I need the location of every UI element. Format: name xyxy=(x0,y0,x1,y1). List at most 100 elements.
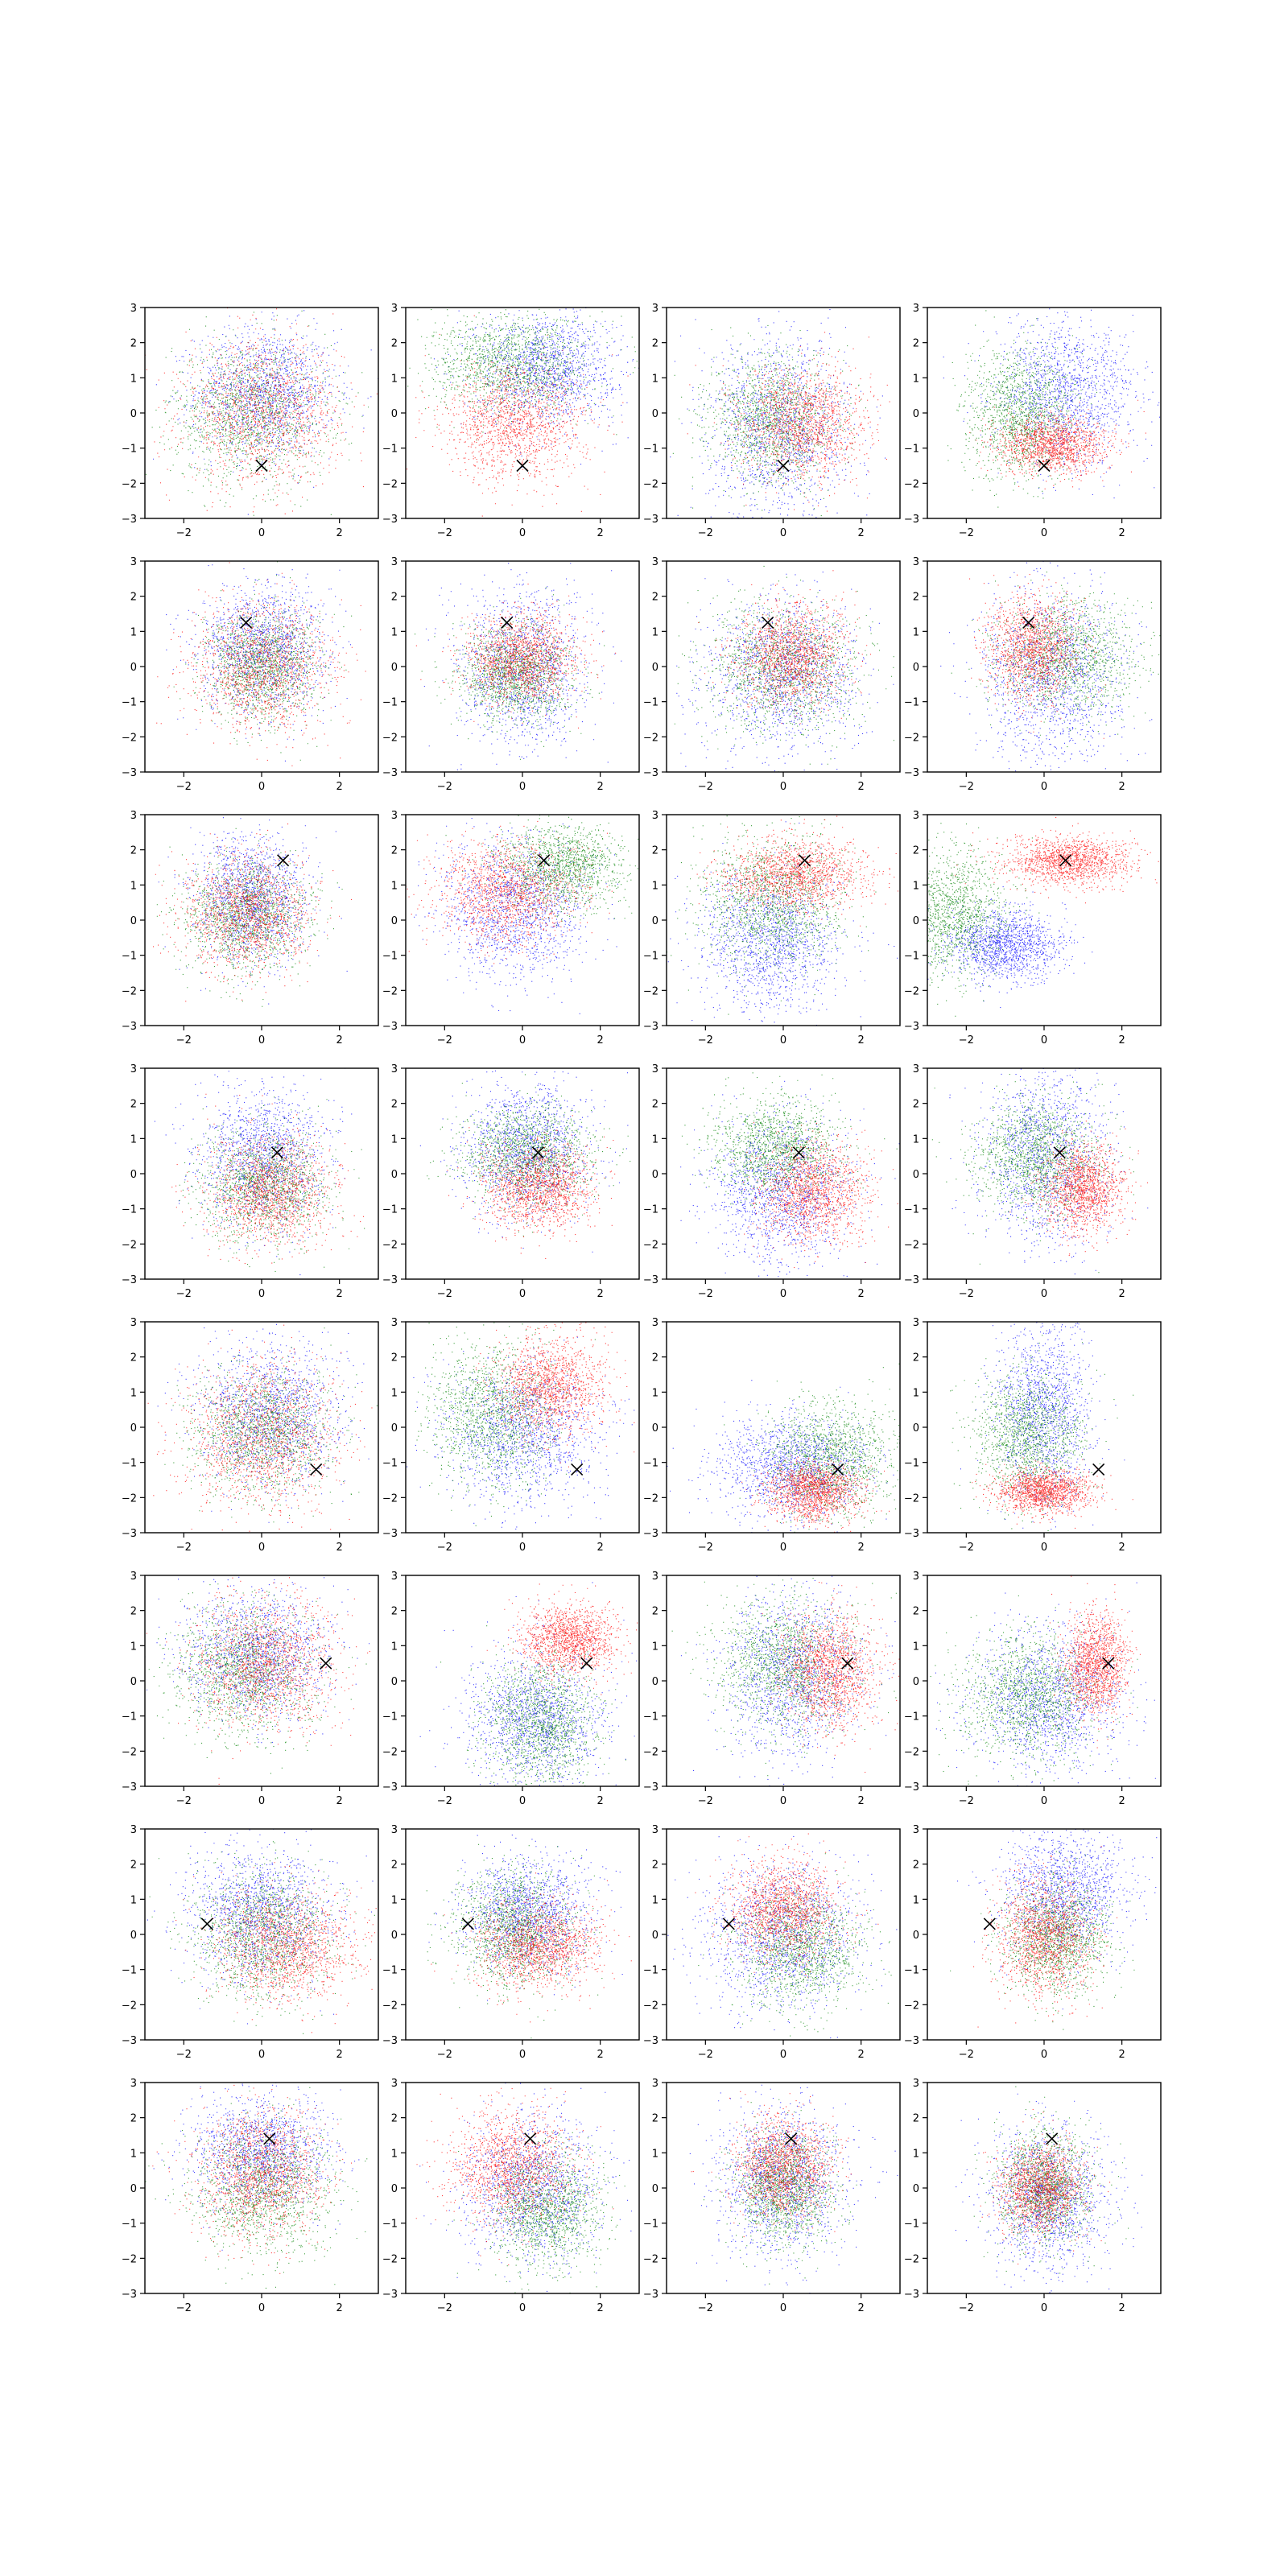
y-tick-label: −1 xyxy=(643,1458,658,1470)
y-tick-label: 0 xyxy=(130,1930,137,1942)
y-tick-label: 1 xyxy=(130,1387,137,1399)
y-tick-label: 0 xyxy=(391,1422,398,1435)
y-tick-label: 3 xyxy=(652,810,658,822)
y-tick-label: −3 xyxy=(643,2289,658,2301)
y-tick-label: 0 xyxy=(391,1930,398,1942)
y-tick-label: 2 xyxy=(652,1606,658,1618)
y-tick-label: −1 xyxy=(904,444,919,456)
y-tick-label: 2 xyxy=(391,1606,398,1618)
y-tick-label: −1 xyxy=(122,1965,137,1977)
y-tick-label: 3 xyxy=(130,810,137,822)
y-tick-label: −3 xyxy=(382,1274,398,1286)
y-tick-label: 0 xyxy=(130,2183,137,2195)
x-tick-label: −2 xyxy=(176,781,192,793)
y-tick-label: 0 xyxy=(913,662,919,674)
y-tick-label: 1 xyxy=(652,373,658,385)
x-tick-label: −2 xyxy=(437,781,452,793)
x-tick-label: 2 xyxy=(336,781,343,793)
y-tick-label: −1 xyxy=(122,1711,137,1724)
x-tick-label: −2 xyxy=(176,2049,192,2061)
y-tick-label: 0 xyxy=(130,1422,137,1435)
y-tick-label: 0 xyxy=(130,915,137,927)
x-tick-label: 0 xyxy=(780,1288,786,1300)
y-tick-label: −1 xyxy=(643,951,658,963)
y-tick-label: 3 xyxy=(652,1824,658,1836)
x-tick-label: −2 xyxy=(176,1542,192,1554)
x-tick-label: −2 xyxy=(959,2302,974,2314)
x-tick-label: 0 xyxy=(780,1542,786,1554)
y-tick-label: 3 xyxy=(913,1317,919,1329)
x-tick-label: 0 xyxy=(519,527,526,539)
x-tick-label: −2 xyxy=(437,1795,452,1807)
y-tick-label: 1 xyxy=(130,626,137,638)
y-tick-label: −3 xyxy=(643,1528,658,1540)
x-tick-label: 0 xyxy=(258,527,265,539)
y-tick-label: 0 xyxy=(913,408,919,420)
y-tick-label: −2 xyxy=(382,1239,398,1251)
y-tick-label: −2 xyxy=(122,2000,137,2012)
y-tick-label: −3 xyxy=(643,514,658,526)
y-tick-label: −1 xyxy=(904,1458,919,1470)
y-tick-label: 3 xyxy=(913,2078,919,2090)
x-tick-label: −2 xyxy=(698,781,713,793)
y-tick-label: 2 xyxy=(391,845,398,857)
y-tick-label: −2 xyxy=(904,985,919,997)
y-tick-label: 2 xyxy=(913,1352,919,1364)
y-tick-label: −1 xyxy=(904,697,919,709)
y-tick-label: −1 xyxy=(904,1965,919,1977)
y-tick-label: −3 xyxy=(382,1021,398,1033)
x-tick-label: 0 xyxy=(519,1795,526,1807)
x-tick-label: 0 xyxy=(1041,781,1047,793)
y-tick-label: −3 xyxy=(122,1528,137,1540)
x-tick-label: 0 xyxy=(258,1542,265,1554)
y-tick-label: 0 xyxy=(391,1676,398,1688)
x-tick-label: 0 xyxy=(780,1034,786,1046)
y-tick-label: 1 xyxy=(130,1641,137,1653)
y-tick-label: −2 xyxy=(382,985,398,997)
y-tick-label: 1 xyxy=(652,1641,658,1653)
y-tick-label: 1 xyxy=(913,1133,919,1146)
y-tick-label: −3 xyxy=(643,1021,658,1033)
y-tick-label: 3 xyxy=(652,303,658,315)
y-tick-label: −3 xyxy=(904,2035,919,2047)
x-tick-label: 0 xyxy=(519,781,526,793)
y-tick-label: 1 xyxy=(391,1387,398,1399)
y-tick-label: 2 xyxy=(130,1860,137,1872)
y-tick-label: 2 xyxy=(913,338,919,350)
y-tick-label: 0 xyxy=(130,408,137,420)
x-tick-label: 0 xyxy=(1041,1034,1047,1046)
y-tick-label: −1 xyxy=(382,697,398,709)
x-tick-label: 2 xyxy=(1119,1034,1125,1046)
x-tick-label: 2 xyxy=(858,2049,865,2061)
x-tick-label: −2 xyxy=(959,1288,974,1300)
y-tick-label: 3 xyxy=(391,810,398,822)
y-tick-label: 2 xyxy=(391,338,398,350)
y-tick-label: 2 xyxy=(652,1099,658,1111)
x-tick-label: 0 xyxy=(519,2302,526,2314)
y-tick-label: −3 xyxy=(122,514,137,526)
y-tick-label: −3 xyxy=(904,2289,919,2301)
x-tick-label: 2 xyxy=(1119,1795,1125,1807)
y-tick-label: 2 xyxy=(913,2113,919,2125)
x-tick-label: 2 xyxy=(1119,2302,1125,2314)
y-tick-label: 2 xyxy=(913,1606,919,1618)
y-tick-label: 1 xyxy=(130,373,137,385)
y-tick-label: −3 xyxy=(904,1528,919,1540)
y-tick-label: 1 xyxy=(913,1387,919,1399)
y-tick-label: −3 xyxy=(122,1274,137,1286)
y-tick-label: 1 xyxy=(913,1894,919,1906)
y-tick-label: 0 xyxy=(652,1169,658,1181)
y-tick-label: 3 xyxy=(391,2078,398,2090)
x-tick-label: −2 xyxy=(959,1542,974,1554)
x-tick-label: 0 xyxy=(1041,2049,1047,2061)
x-tick-label: −2 xyxy=(176,1288,192,1300)
x-tick-label: −2 xyxy=(698,1034,713,1046)
y-tick-label: −3 xyxy=(904,767,919,779)
y-tick-label: −2 xyxy=(382,1746,398,1758)
y-tick-label: −3 xyxy=(382,514,398,526)
y-tick-label: 1 xyxy=(130,880,137,892)
y-tick-label: 1 xyxy=(652,1387,658,1399)
y-tick-label: −3 xyxy=(382,2289,398,2301)
y-tick-label: 1 xyxy=(652,626,658,638)
x-tick-label: 2 xyxy=(597,1542,604,1554)
